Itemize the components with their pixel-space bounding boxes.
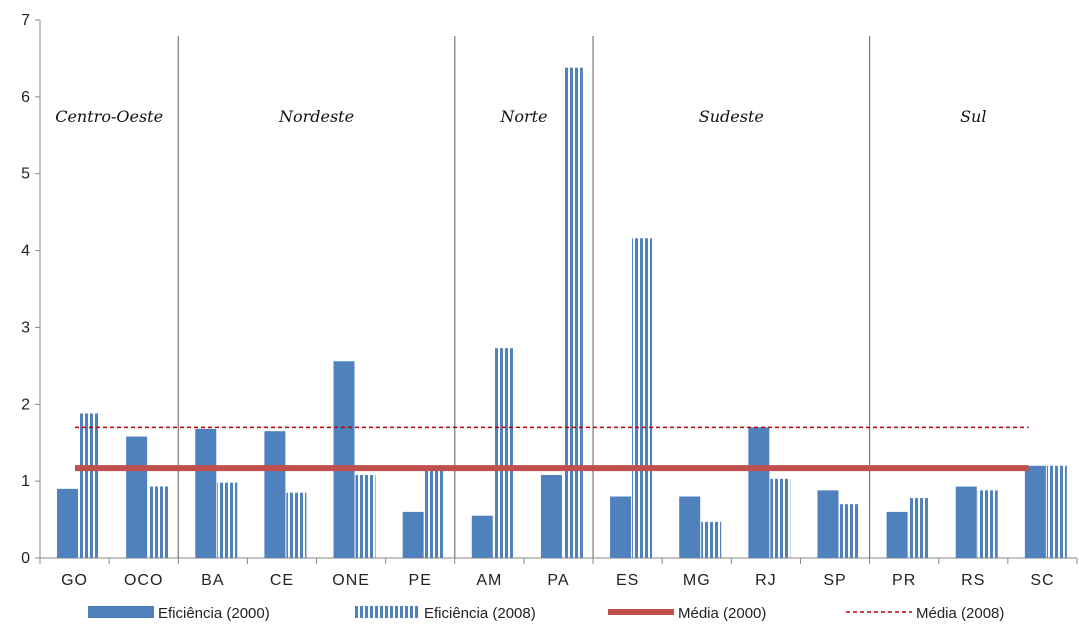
bar-2000-pr bbox=[886, 511, 908, 558]
legend-media-2008-label: Média (2008) bbox=[916, 605, 1004, 622]
bar-2000-am bbox=[471, 515, 493, 558]
x-tick-label-pe: PE bbox=[409, 572, 432, 589]
bar-2008-rj bbox=[770, 478, 791, 558]
bar-2000-ce bbox=[264, 431, 286, 558]
x-tick-label-sp: SP bbox=[823, 572, 846, 589]
y-tick-label: 5 bbox=[21, 166, 30, 183]
x-tick-label-sc: SC bbox=[1030, 572, 1054, 589]
x-tick-label-am: AM bbox=[476, 572, 502, 589]
region-label-centro-oeste: Centro-Oeste bbox=[55, 107, 163, 126]
x-tick-label-oco: OCO bbox=[124, 572, 163, 589]
y-tick-label: 6 bbox=[21, 89, 30, 106]
legend-eficiencia-2000-label: Eficiência (2000) bbox=[158, 605, 270, 622]
x-tick-label-ce: CE bbox=[270, 572, 294, 589]
region-label-nordeste: Nordeste bbox=[278, 107, 354, 126]
bar-2008-sc bbox=[1046, 465, 1067, 558]
bar-2000-mg bbox=[679, 496, 701, 558]
bar-2000-pa bbox=[540, 474, 562, 558]
legend-eficiencia-2000-swatch bbox=[88, 606, 154, 618]
bar-2008-pa bbox=[562, 67, 583, 558]
y-tick-label: 7 bbox=[21, 12, 30, 29]
bar-2008-go bbox=[79, 413, 99, 558]
bar-2008-ba bbox=[217, 482, 238, 558]
bar-2000-one bbox=[333, 361, 355, 558]
y-tick-label: 0 bbox=[21, 550, 30, 567]
bar-2000-oco bbox=[126, 436, 148, 558]
bar-2000-ba bbox=[195, 428, 217, 558]
bar-2008-one bbox=[355, 474, 376, 558]
x-tick-label-one: ONE bbox=[332, 572, 370, 589]
series-eficiencia-2008 bbox=[79, 67, 1067, 558]
y-tick-labels: 0 1 2 3 4 5 6 7 bbox=[21, 12, 30, 567]
bar-2008-rs bbox=[977, 490, 998, 558]
legend-media-2000-label: Média (2000) bbox=[678, 605, 766, 622]
y-tick-label: 3 bbox=[21, 319, 30, 336]
average-lines bbox=[75, 426, 1029, 472]
region-labels: Centro-Oeste Nordeste Norte Sudeste Sul bbox=[55, 107, 986, 126]
bar-2008-pr bbox=[908, 498, 929, 558]
bar-2008-ce bbox=[286, 492, 307, 558]
legend: Eficiência (2000) Eficiência (2008) Média … bbox=[88, 605, 1004, 622]
bar-2008-oco bbox=[148, 486, 169, 558]
x-tick-label-go: GO bbox=[61, 572, 88, 589]
x-tick-label-pa: PA bbox=[547, 572, 569, 589]
bar-2000-rj bbox=[748, 427, 770, 558]
bar-2000-sc bbox=[1024, 465, 1046, 558]
x-tick-label-rj: RJ bbox=[755, 572, 777, 589]
bar-2008-es bbox=[632, 238, 653, 558]
bar-2000-es bbox=[610, 496, 632, 558]
y-tick-label: 1 bbox=[21, 473, 30, 490]
bar-2008-sp bbox=[839, 504, 860, 558]
x-tick-label-pr: PR bbox=[892, 572, 916, 589]
y-tick-label: 4 bbox=[21, 243, 30, 260]
legend-eficiencia-2008-label: Eficiência (2008) bbox=[424, 605, 536, 622]
y-tick-label: 2 bbox=[21, 396, 30, 413]
x-tick-label-rs: RS bbox=[961, 572, 985, 589]
region-label-norte: Norte bbox=[499, 107, 547, 126]
bar-2000-rs bbox=[955, 486, 977, 558]
x-tick-labels: GO OCO BA CE ONE PE AM PA ES MG RJ SP PR RS SC bbox=[61, 572, 1054, 589]
bar-2008-am bbox=[493, 348, 514, 558]
region-label-sudeste: Sudeste bbox=[699, 107, 764, 126]
bar-2008-pe bbox=[424, 469, 445, 558]
bar-2000-pe bbox=[402, 511, 424, 558]
bar-2000-sp bbox=[817, 490, 839, 558]
x-tick-label-mg: MG bbox=[683, 572, 711, 589]
bar-2008-mg bbox=[701, 521, 722, 558]
x-tick-label-ba: BA bbox=[201, 572, 224, 589]
legend-eficiencia-2008-swatch bbox=[354, 606, 420, 618]
bar-2000-go bbox=[57, 488, 78, 558]
region-label-sul: Sul bbox=[960, 107, 986, 126]
x-tick-label-es: ES bbox=[616, 572, 639, 589]
series-eficiencia-2000 bbox=[57, 361, 1046, 558]
